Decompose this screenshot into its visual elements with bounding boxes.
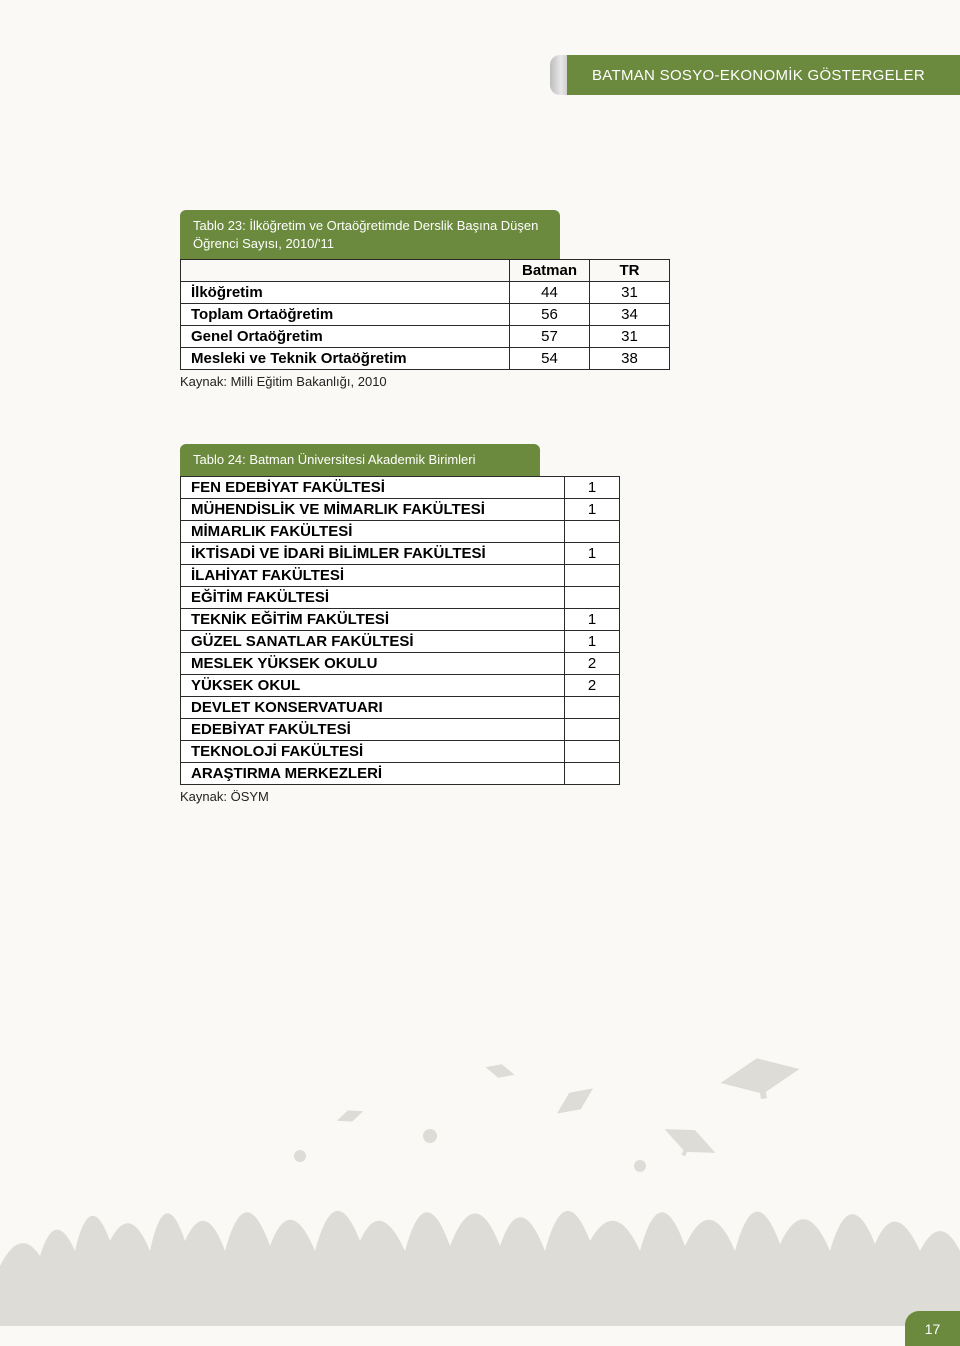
table-row: DEVLET KONSERVATUARI bbox=[181, 696, 620, 718]
table23-row1-label: Toplam Ortaöğretim bbox=[191, 306, 333, 323]
table24: FEN EDEBİYAT FAKÜLTESİ 1 MÜHENDİSLİK VE M… bbox=[180, 476, 620, 785]
t24-r2-l: MİMARLIK FAKÜLTESİ bbox=[191, 523, 352, 540]
t24-r0-v: 1 bbox=[565, 476, 620, 498]
t24-r1-l: MÜHENDİSLİK VE MİMARLIK FAKÜLTESİ bbox=[191, 501, 485, 518]
content-area: Tablo 23: İlköğretim ve Ortaöğretimde De… bbox=[180, 210, 670, 804]
table23-col-tr: TR bbox=[590, 260, 670, 282]
page-header: BATMAN SOSYO-EKONOMİK GÖSTERGELER bbox=[550, 55, 960, 95]
table23-caption: Tablo 23: İlköğretim ve Ortaöğretimde De… bbox=[180, 210, 560, 259]
page-number: 17 bbox=[905, 1311, 960, 1346]
table24-source: Kaynak: ÖSYM bbox=[180, 789, 670, 804]
table23-row2-tr: 31 bbox=[590, 326, 670, 348]
table-row: İlköğretim 44 31 bbox=[181, 282, 670, 304]
t24-r9-l: YÜKSEK OKUL bbox=[191, 677, 300, 694]
t24-r5-l: EĞİTİM FAKÜLTESİ bbox=[191, 589, 329, 606]
table-row: YÜKSEK OKUL 2 bbox=[181, 674, 620, 696]
table23-row2-batman: 57 bbox=[510, 326, 590, 348]
table23-row3-tr: 38 bbox=[590, 348, 670, 370]
table24-caption: Tablo 24: Batman Üniversitesi Akademik B… bbox=[180, 444, 540, 476]
table-header-blank bbox=[181, 260, 510, 282]
table-row: EĞİTİM FAKÜLTESİ bbox=[181, 586, 620, 608]
t24-r12-l: TEKNOLOJİ FAKÜLTESİ bbox=[191, 743, 363, 760]
page-header-title: BATMAN SOSYO-EKONOMİK GÖSTERGELER bbox=[567, 55, 960, 95]
t24-r0-l: FEN EDEBİYAT FAKÜLTESİ bbox=[191, 479, 385, 496]
table23-row3-label: Mesleki ve Teknik Ortaöğretim bbox=[191, 350, 407, 367]
table23-row3-batman: 54 bbox=[510, 348, 590, 370]
t24-r6-v: 1 bbox=[565, 608, 620, 630]
table-row: MESLEK YÜKSEK OKULU 2 bbox=[181, 652, 620, 674]
t24-r13-l: ARAŞTIRMA MERKEZLERİ bbox=[191, 765, 382, 782]
table23-row0-tr: 31 bbox=[590, 282, 670, 304]
t24-r6-l: TEKNİK EĞİTİM FAKÜLTESİ bbox=[191, 611, 389, 628]
table23-caption-line2: Öğrenci Sayısı, 2010/'11 bbox=[193, 236, 334, 251]
t24-r1-v: 1 bbox=[565, 498, 620, 520]
t24-r5-v bbox=[565, 586, 620, 608]
t24-r9-v: 2 bbox=[565, 674, 620, 696]
t24-r7-v: 1 bbox=[565, 630, 620, 652]
table-row: Toplam Ortaöğretim 56 34 bbox=[181, 304, 670, 326]
t24-r8-v: 2 bbox=[565, 652, 620, 674]
table23-row1-batman: 56 bbox=[510, 304, 590, 326]
table-row: GÜZEL SANATLAR FAKÜLTESİ 1 bbox=[181, 630, 620, 652]
table-row: EDEBİYAT FAKÜLTESİ bbox=[181, 718, 620, 740]
t24-r13-v bbox=[565, 762, 620, 784]
table23-row1-tr: 34 bbox=[590, 304, 670, 326]
t24-r11-v bbox=[565, 718, 620, 740]
t24-r11-l: EDEBİYAT FAKÜLTESİ bbox=[191, 721, 351, 738]
t24-r3-l: İKTİSADİ VE İDARİ BİLİMLER FAKÜLTESİ bbox=[191, 545, 486, 562]
t24-r10-v bbox=[565, 696, 620, 718]
t24-r2-v bbox=[565, 520, 620, 542]
table23: Batman TR İlköğretim 44 31 Toplam Ortaöğ… bbox=[180, 259, 670, 370]
table-row: İKTİSADİ VE İDARİ BİLİMLER FAKÜLTESİ 1 bbox=[181, 542, 620, 564]
table23-col-batman: Batman bbox=[510, 260, 590, 282]
table-row: Genel Ortaöğretim 57 31 bbox=[181, 326, 670, 348]
graduation-decor-icon bbox=[0, 1026, 960, 1326]
table-header-row: Batman TR bbox=[181, 260, 670, 282]
t24-r4-v bbox=[565, 564, 620, 586]
table-row: MİMARLIK FAKÜLTESİ bbox=[181, 520, 620, 542]
table-row: MÜHENDİSLİK VE MİMARLIK FAKÜLTESİ 1 bbox=[181, 498, 620, 520]
t24-r12-v bbox=[565, 740, 620, 762]
table23-row2-label: Genel Ortaöğretim bbox=[191, 328, 323, 345]
table23-row0-batman: 44 bbox=[510, 282, 590, 304]
t24-r4-l: İLAHİYAT FAKÜLTESİ bbox=[191, 567, 344, 584]
t24-r7-l: GÜZEL SANATLAR FAKÜLTESİ bbox=[191, 633, 414, 650]
table23-caption-line1: Tablo 23: İlköğretim ve Ortaöğretimde De… bbox=[193, 218, 538, 233]
table-row: Mesleki ve Teknik Ortaöğretim 54 38 bbox=[181, 348, 670, 370]
table-row: İLAHİYAT FAKÜLTESİ bbox=[181, 564, 620, 586]
table-row: TEKNİK EĞİTİM FAKÜLTESİ 1 bbox=[181, 608, 620, 630]
t24-r8-l: MESLEK YÜKSEK OKULU bbox=[191, 655, 377, 672]
table-row: FEN EDEBİYAT FAKÜLTESİ 1 bbox=[181, 476, 620, 498]
table23-row0-label: İlköğretim bbox=[191, 284, 263, 301]
t24-r10-l: DEVLET KONSERVATUARI bbox=[191, 699, 383, 716]
table23-source: Kaynak: Milli Eğitim Bakanlığı, 2010 bbox=[180, 374, 670, 389]
table-row: TEKNOLOJİ FAKÜLTESİ bbox=[181, 740, 620, 762]
t24-r3-v: 1 bbox=[565, 542, 620, 564]
table-row: ARAŞTIRMA MERKEZLERİ bbox=[181, 762, 620, 784]
